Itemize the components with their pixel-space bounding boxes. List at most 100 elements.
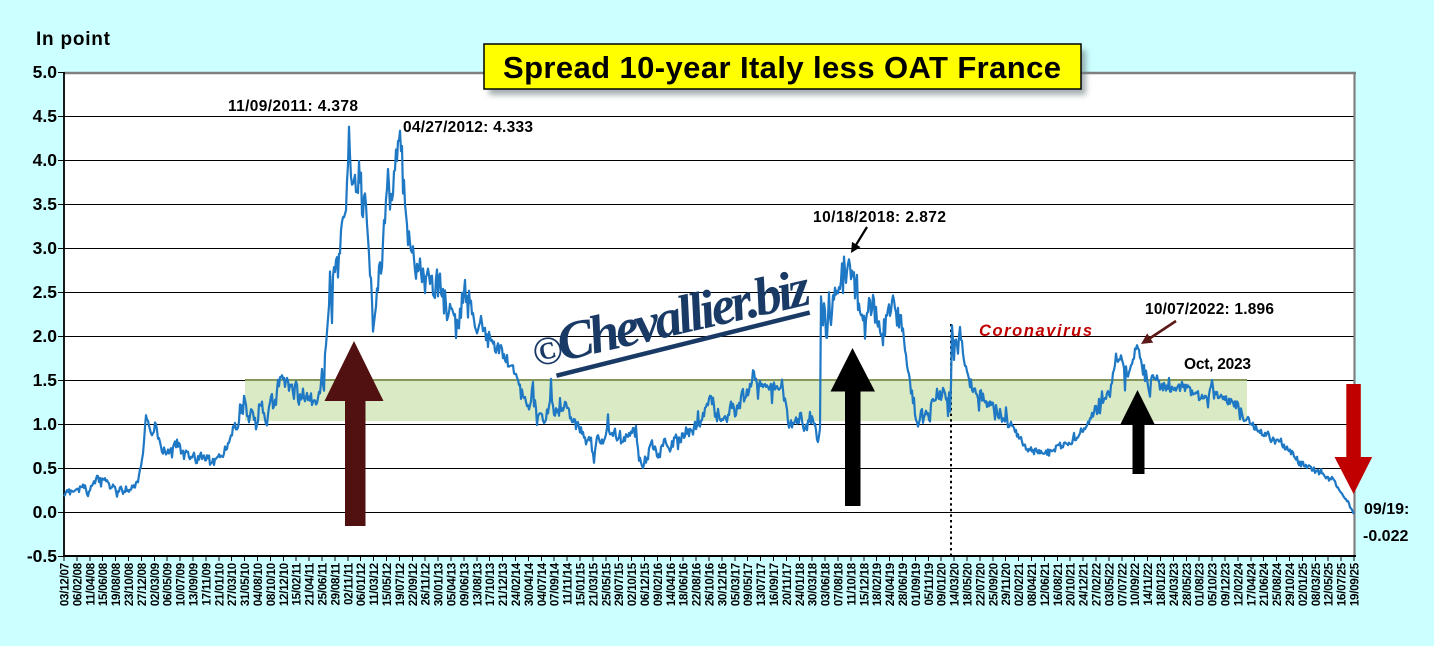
svg-text:4.0: 4.0 (33, 150, 58, 170)
svg-text:07/08/18: 07/08/18 (834, 562, 846, 606)
svg-text:21/03/15: 21/03/15 (588, 562, 600, 606)
svg-text:0.5: 0.5 (33, 458, 58, 478)
svg-text:25/09/20: 25/09/20 (988, 563, 1000, 606)
svg-text:26/10/16: 26/10/16 (705, 563, 717, 606)
svg-text:10/09/22: 10/09/22 (1130, 563, 1142, 606)
svg-text:29/08/11: 29/08/11 (330, 562, 342, 605)
svg-text:09/19:: 09/19: (1364, 501, 1409, 518)
svg-text:25/08/24: 25/08/24 (1272, 562, 1284, 606)
svg-text:02/03/09: 02/03/09 (150, 563, 162, 606)
svg-text:24/03/23: 24/03/23 (1169, 563, 1181, 606)
svg-text:06/01/12: 06/01/12 (356, 563, 368, 606)
svg-text:13/09/09: 13/09/09 (189, 563, 201, 606)
svg-text:25/05/15: 25/05/15 (601, 562, 613, 606)
svg-text:15/05/12: 15/05/12 (382, 563, 394, 606)
svg-text:15/06/08: 15/06/08 (98, 562, 110, 606)
svg-text:24/01/18: 24/01/18 (795, 562, 807, 606)
svg-text:07/09/14: 07/09/14 (550, 562, 562, 606)
svg-text:09/01/20: 09/01/20 (937, 563, 949, 606)
svg-text:24/02/14: 24/02/14 (511, 562, 523, 606)
svg-text:31/05/10: 31/05/10 (240, 563, 252, 606)
svg-text:22/08/16: 22/08/16 (692, 563, 704, 606)
svg-text:1.0: 1.0 (33, 414, 58, 434)
svg-text:3.5: 3.5 (33, 194, 58, 214)
svg-text:11/11/14: 11/11/14 (563, 562, 575, 605)
svg-text:22/07/20: 22/07/20 (975, 563, 987, 606)
svg-text:26/11/12: 26/11/12 (421, 563, 433, 606)
svg-text:30/12/16: 30/12/16 (717, 563, 729, 606)
svg-text:10/18/2018: 2.872: 10/18/2018: 2.872 (813, 209, 946, 226)
svg-text:17/10/13: 17/10/13 (485, 563, 497, 606)
svg-text:24/12/21: 24/12/21 (1079, 562, 1091, 606)
svg-text:29/07/15: 29/07/15 (614, 562, 626, 606)
svg-text:19/09/25: 19/09/25 (1350, 562, 1362, 606)
svg-text:11/09/2011: 4.378: 11/09/2011: 4.378 (228, 98, 358, 115)
svg-text:19/08/08: 19/08/08 (111, 562, 123, 606)
svg-text:25/06/11: 25/06/11 (318, 562, 330, 605)
svg-text:04/27/2012: 4.333: 04/27/2012: 4.333 (403, 119, 533, 136)
svg-text:01/09/19: 01/09/19 (911, 563, 923, 606)
svg-text:19/07/12: 19/07/12 (395, 563, 407, 606)
svg-text:29/11/20: 29/11/20 (1001, 563, 1013, 606)
svg-text:09/05/17: 09/05/17 (743, 563, 755, 606)
svg-text:18/05/20: 18/05/20 (963, 563, 975, 606)
svg-text:03/06/18: 03/06/18 (821, 562, 833, 606)
svg-text:02/01/25: 02/01/25 (1298, 562, 1310, 606)
svg-text:30/04/14: 30/04/14 (524, 562, 536, 606)
svg-text:05/10/23: 05/10/23 (1208, 563, 1220, 606)
svg-text:13/08/13: 13/08/13 (472, 563, 484, 606)
svg-text:09/02/16: 09/02/16 (653, 563, 665, 606)
svg-text:06/12/15: 06/12/15 (640, 562, 652, 606)
svg-text:02/10/15: 02/10/15 (627, 562, 639, 606)
svg-text:02/11/11: 02/11/11 (343, 562, 355, 605)
svg-text:28/05/23: 28/05/23 (1182, 563, 1194, 606)
svg-text:12/12/10: 12/12/10 (279, 563, 291, 606)
svg-text:08/04/21: 08/04/21 (1027, 562, 1039, 606)
svg-text:0.0: 0.0 (33, 502, 58, 522)
svg-text:In point: In point (36, 29, 111, 50)
svg-text:21/04/11: 21/04/11 (305, 562, 317, 605)
svg-text:12/06/21: 12/06/21 (1040, 562, 1052, 606)
svg-text:Spread 10-year Italy less OAT: Spread 10-year Italy less OAT France (503, 50, 1061, 85)
svg-text:4.5: 4.5 (33, 106, 58, 126)
svg-text:30/03/18: 30/03/18 (808, 562, 820, 606)
svg-text:-0.5: -0.5 (27, 546, 57, 566)
svg-text:10/07/09: 10/07/09 (176, 563, 188, 606)
svg-text:27/02/22: 27/02/22 (1092, 563, 1104, 606)
svg-text:16/08/21: 16/08/21 (1053, 562, 1065, 606)
svg-text:22/09/12: 22/09/12 (408, 563, 420, 606)
svg-text:09/12/23: 09/12/23 (1221, 563, 1233, 606)
svg-text:17/04/24: 17/04/24 (1246, 562, 1258, 606)
svg-text:18/06/16: 18/06/16 (679, 563, 691, 606)
svg-text:15/01/15: 15/01/15 (576, 562, 588, 606)
svg-text:09/06/13: 09/06/13 (459, 563, 471, 606)
svg-text:23/10/08: 23/10/08 (124, 562, 136, 606)
svg-text:27/12/08: 27/12/08 (137, 562, 149, 606)
svg-text:Coronavirus: Coronavirus (979, 322, 1092, 340)
svg-text:17/11/09: 17/11/09 (201, 563, 213, 606)
svg-text:16/07/25: 16/07/25 (1337, 562, 1349, 606)
svg-text:21/12/13: 21/12/13 (498, 563, 510, 606)
svg-text:2.0: 2.0 (33, 326, 58, 346)
svg-text:08/10/10: 08/10/10 (266, 563, 278, 606)
svg-text:07/07/22: 07/07/22 (1117, 563, 1129, 606)
svg-text:03/05/22: 03/05/22 (1104, 563, 1116, 606)
svg-text:27/03/10: 27/03/10 (227, 563, 239, 606)
svg-text:02/02/21: 02/02/21 (1014, 562, 1026, 606)
svg-text:04/08/10: 04/08/10 (253, 563, 265, 606)
svg-text:01/08/23: 01/08/23 (1195, 563, 1207, 606)
svg-text:06/05/09: 06/05/09 (163, 563, 175, 606)
svg-text:03/12/07: 03/12/07 (60, 563, 72, 606)
svg-text:24/04/19: 24/04/19 (885, 563, 897, 606)
svg-text:11/03/12: 11/03/12 (369, 563, 381, 606)
svg-text:21/01/10: 21/01/10 (214, 563, 226, 606)
svg-text:20/10/21: 20/10/21 (1066, 562, 1078, 606)
svg-text:08/03/25: 08/03/25 (1311, 562, 1323, 606)
svg-text:30/01/13: 30/01/13 (434, 563, 446, 606)
svg-text:12/02/24: 12/02/24 (1233, 562, 1245, 606)
svg-text:Oct, 2023: Oct, 2023 (1184, 356, 1251, 373)
svg-text:29/10/24: 29/10/24 (1285, 562, 1297, 606)
svg-text:14/11/22: 14/11/22 (1143, 563, 1155, 606)
svg-text:11/10/18: 11/10/18 (846, 562, 858, 605)
svg-text:05/11/19: 05/11/19 (924, 563, 936, 606)
